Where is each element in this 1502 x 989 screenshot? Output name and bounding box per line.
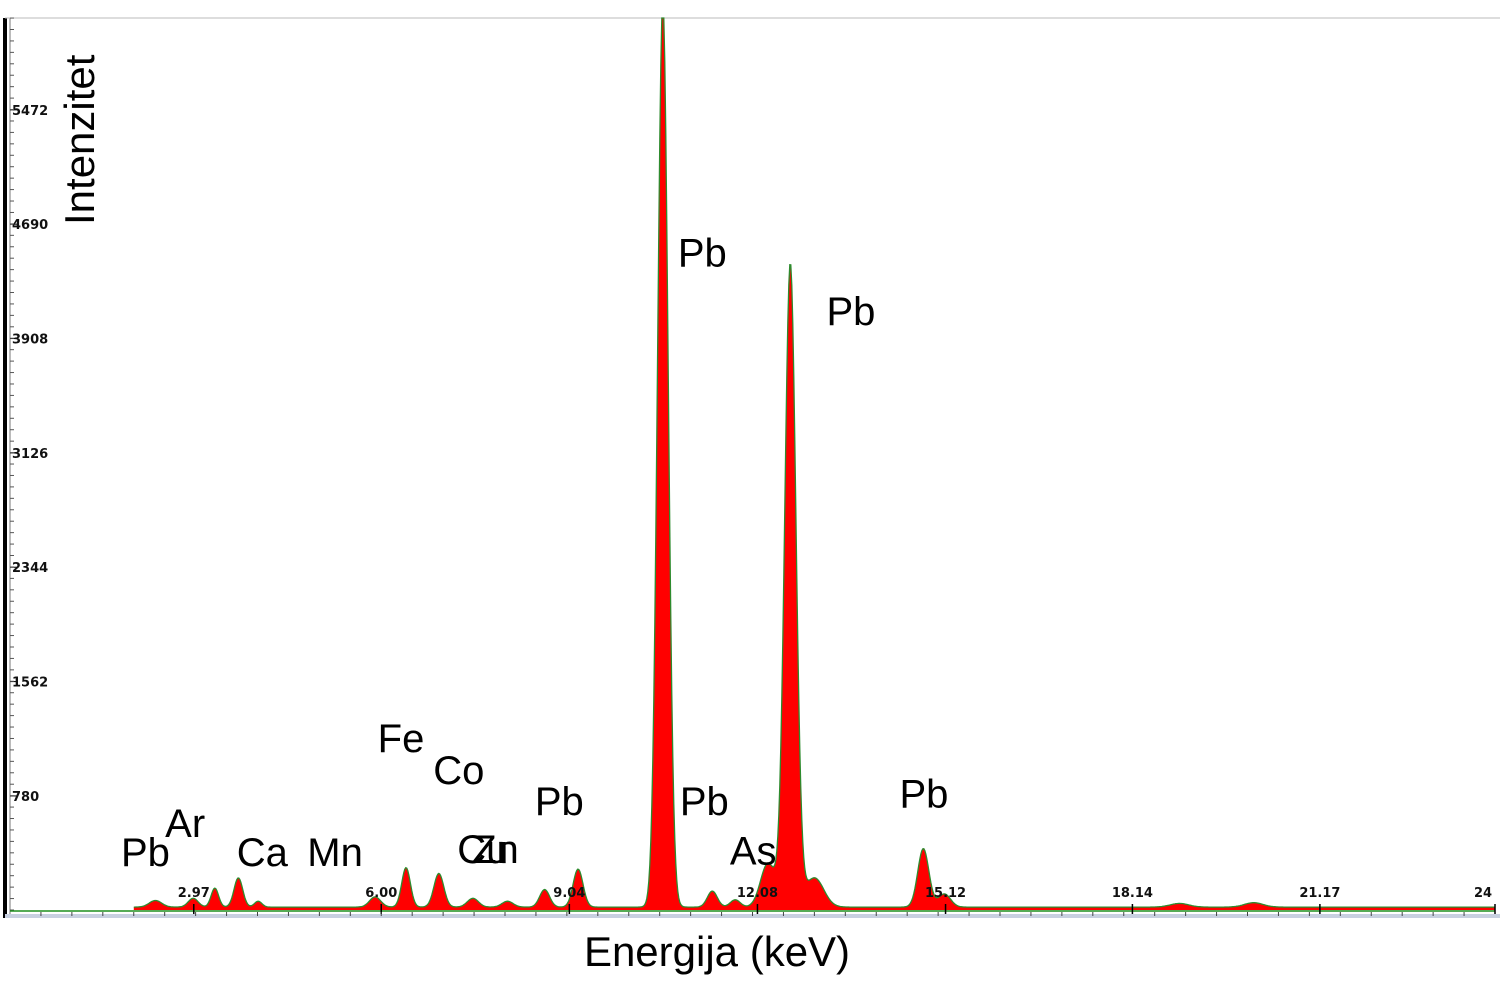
peak-label-zn: Zn [472, 828, 519, 872]
x-tick-label: 18.14 [1112, 886, 1153, 901]
x-tick-label: 24 [1474, 886, 1492, 901]
peak-label-pb: Pb [899, 773, 948, 817]
x-axis-label: Energija (keV) [584, 928, 850, 975]
spectrum-outline [133, 17, 1495, 908]
spectrum-fill [133, 18, 1495, 910]
peak-label-fe: Fe [378, 717, 425, 761]
peak-label-pb: Pb [121, 831, 170, 875]
peak-label-ar: Ar [165, 802, 205, 846]
y-tick-label: 4690 [12, 218, 48, 233]
x-tick-group: 2.97 6.00 9.04 12.08 15.12 18.14 21.17 24 [40, 886, 1496, 916]
spectrum-area-group [10, 17, 1495, 912]
y-axis-label: Intenzitet [56, 54, 103, 225]
peak-label-pb: Pb [678, 232, 727, 276]
x-tick-label: 6.00 [365, 886, 397, 901]
peak-label-cu: Cu [457, 828, 508, 872]
peak-label-co: Co [433, 749, 484, 793]
x-tick-label: 15.12 [925, 886, 966, 901]
peak-label-as: As [730, 830, 777, 874]
peak-label-ca: Ca [237, 831, 289, 875]
y-tick-label: 2344 [12, 561, 48, 576]
y-tick-label: 1562 [12, 676, 48, 691]
peak-label-pb: Pb [535, 780, 584, 824]
y-tick-group: 780 1562 2344 3126 3908 4690 5472 [10, 17, 48, 911]
plot-frame [3, 17, 1500, 918]
y-tick-label: 3908 [12, 333, 48, 348]
y-tick-label: 780 [12, 790, 39, 805]
y-tick-label: 3126 [12, 447, 48, 462]
peak-label-mn: Mn [307, 831, 363, 875]
x-tick-label: 12.08 [737, 886, 778, 901]
y-tick-label: 5472 [12, 104, 48, 119]
x-tick-label: 2.97 [178, 886, 210, 901]
x-tick-label: 9.04 [553, 886, 585, 901]
peak-label-pb: Pb [680, 780, 729, 824]
peak-label-pb: Pb [826, 290, 875, 334]
x-tick-label: 21.17 [1299, 886, 1340, 901]
